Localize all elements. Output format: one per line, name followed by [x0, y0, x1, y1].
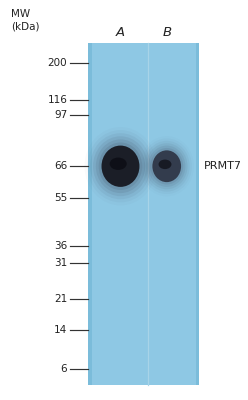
Ellipse shape: [99, 142, 142, 190]
Ellipse shape: [96, 139, 145, 193]
Text: PRMT7: PRMT7: [204, 161, 242, 171]
Text: 36: 36: [54, 241, 67, 251]
Ellipse shape: [148, 146, 185, 187]
Text: 31: 31: [54, 258, 67, 268]
Text: MW: MW: [11, 9, 30, 19]
Text: 21: 21: [54, 294, 67, 304]
Ellipse shape: [93, 136, 148, 196]
Text: 200: 200: [48, 58, 67, 68]
Ellipse shape: [110, 158, 127, 170]
Ellipse shape: [150, 148, 183, 184]
Text: B: B: [162, 26, 171, 39]
Text: 116: 116: [47, 94, 67, 104]
Text: (kDa): (kDa): [11, 21, 39, 31]
Ellipse shape: [152, 150, 181, 182]
Text: 14: 14: [54, 325, 67, 335]
Bar: [88, 43, 199, 385]
Ellipse shape: [101, 146, 139, 187]
Text: 55: 55: [54, 193, 67, 203]
Text: A: A: [116, 26, 125, 39]
Bar: [138, 43, 196, 385]
Text: 97: 97: [54, 110, 67, 120]
Ellipse shape: [90, 133, 151, 199]
Bar: [92, 43, 149, 385]
Ellipse shape: [158, 160, 171, 169]
Text: 66: 66: [54, 161, 67, 171]
Ellipse shape: [146, 143, 187, 189]
Text: 6: 6: [61, 364, 67, 374]
